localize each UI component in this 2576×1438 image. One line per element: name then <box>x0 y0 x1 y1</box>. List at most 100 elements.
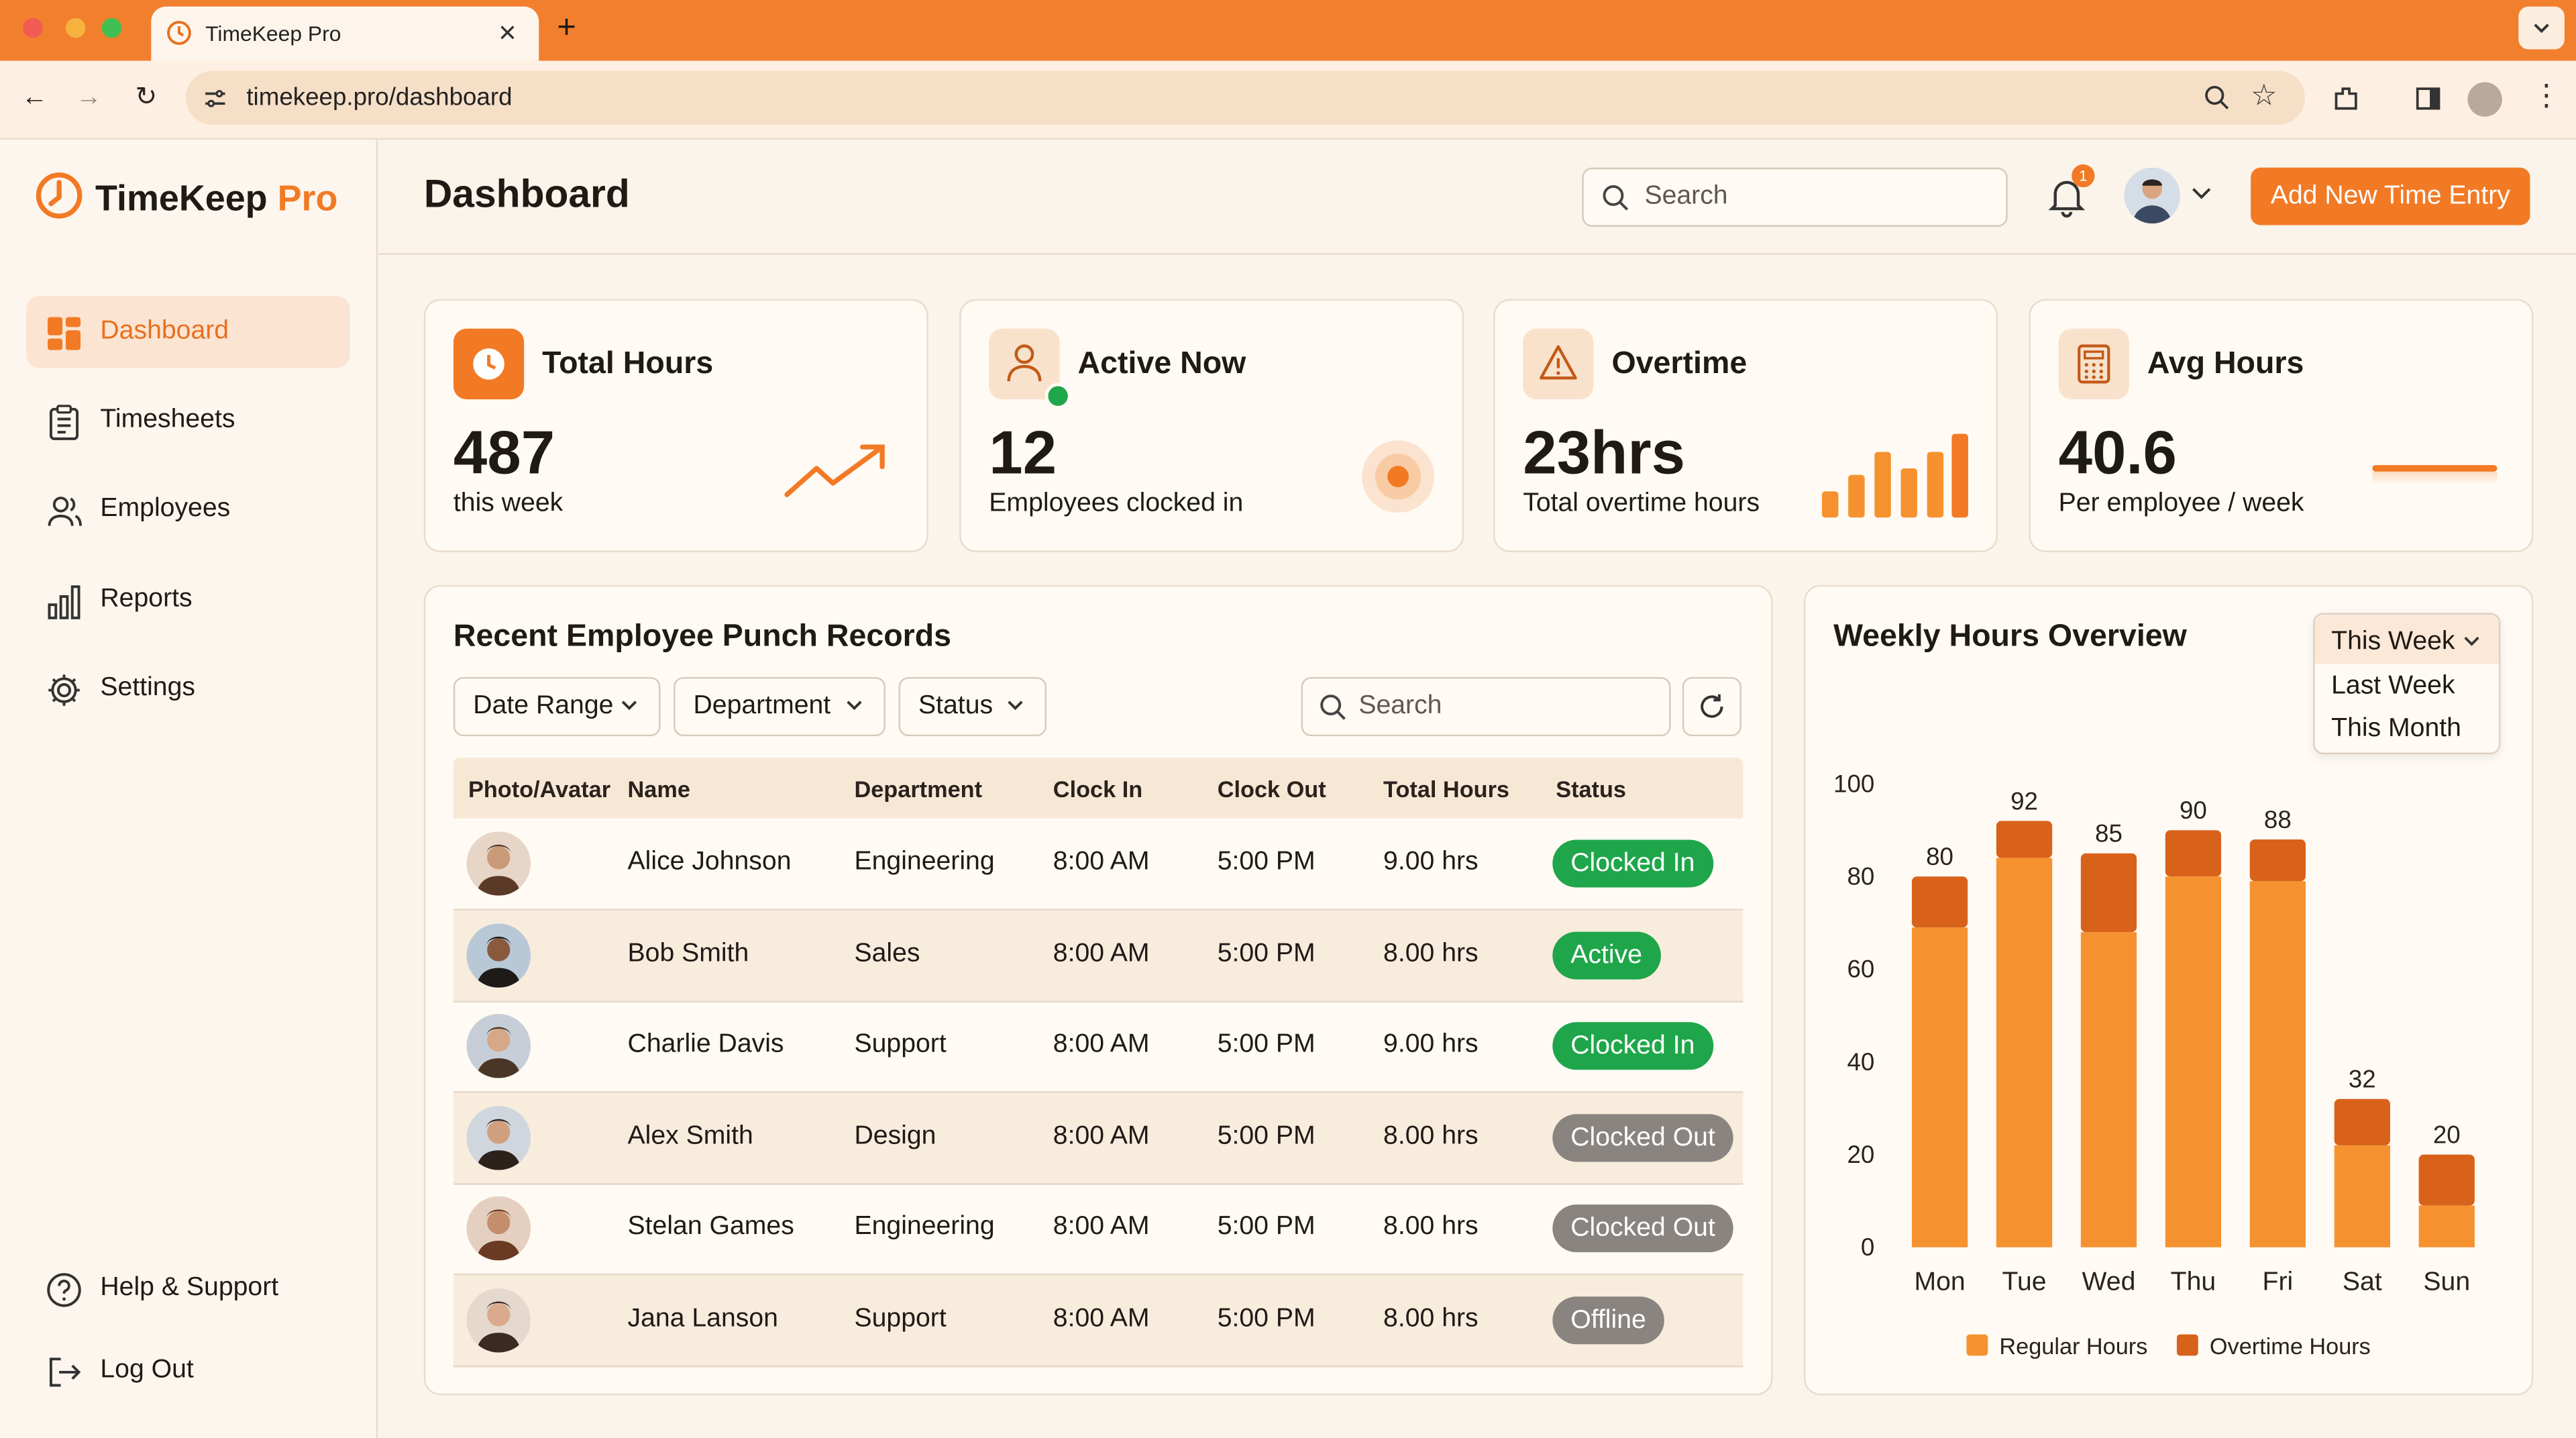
back-arrow-icon[interactable]: ← <box>21 83 48 112</box>
search-input[interactable]: Search <box>1582 167 2008 227</box>
table-cell-name: Jana Lanson <box>627 1304 778 1332</box>
range-dropdown-selected[interactable]: This Week <box>2314 614 2499 664</box>
forward-arrow-icon[interactable]: → <box>75 83 102 112</box>
url-text: timekeep.pro/dashboard <box>246 83 513 112</box>
sidebar-item-dashboard[interactable]: Dashboard <box>26 295 350 368</box>
table-cell-name: Alice Johnson <box>627 848 792 876</box>
x-tick-label: Mon <box>1914 1267 1965 1296</box>
page-title: Dashboard <box>423 172 630 217</box>
stat-icon-box <box>1523 328 1594 400</box>
sidebar-item-reports[interactable]: Reports <box>26 564 350 636</box>
chevron-down-icon <box>2464 636 2479 646</box>
status-filter[interactable]: Status <box>898 676 1047 737</box>
range-option-this-month[interactable]: This Month <box>2331 715 2461 743</box>
sidebar-item-employees[interactable]: Employees <box>26 473 350 546</box>
date-range-filter[interactable]: Date Range <box>453 676 661 737</box>
table-row[interactable]: Jana Lanson Support 8:00 AM 5:00 PM 8.00 hrs… <box>453 1274 1743 1367</box>
search-placeholder: Search <box>1358 692 1442 720</box>
status-badge: Clocked Out <box>1552 1113 1733 1162</box>
browser-toolbar: ← → ↻ timekeep.pro/dashboard ☆ ⋮ <box>0 60 2576 140</box>
range-option-last-week[interactable]: Last Week <box>2331 672 2455 701</box>
filter-label: Status <box>918 692 994 720</box>
table-cell-department: Engineering <box>854 848 995 876</box>
chevron-down-icon <box>847 701 862 711</box>
table-row[interactable]: Alice Johnson Engineering 8:00 AM 5:00 PM 9.… <box>453 819 1743 911</box>
sidebar-item-help[interactable]: Help & Support <box>26 1252 350 1325</box>
column-header[interactable]: Total Hours <box>1383 775 1510 803</box>
table-cell-department: Support <box>854 1030 947 1059</box>
table-cell-clock-in: 8:00 AM <box>1053 1304 1150 1332</box>
profile-avatar[interactable] <box>2467 82 2502 117</box>
refresh-button[interactable] <box>1682 676 1741 737</box>
stat-subtitle: Employees clocked in <box>989 489 1244 518</box>
header-divider <box>378 253 2576 255</box>
kebab-menu-icon[interactable]: ⋮ <box>2531 79 2561 112</box>
stat-title: Overtime <box>1611 346 1748 382</box>
browser-tab[interactable]: TimeKeep Pro ✕ <box>151 6 539 61</box>
punch-records-panel: Recent Employee Punch Records Date Range… <box>423 584 1773 1396</box>
bookmark-star-icon[interactable]: ☆ <box>2251 79 2277 112</box>
table-row[interactable]: Charlie Davis Support 8:00 AM 5:00 PM 9.00 h… <box>453 1000 1743 1093</box>
stat-card-active-now: Active Now 12 Employees clocked in <box>959 299 1464 552</box>
new-tab-icon[interactable]: + <box>557 9 576 46</box>
table-row[interactable]: Stelan Games Engineering 8:00 AM 5:00 PM 8.0… <box>453 1183 1743 1276</box>
address-bar[interactable]: timekeep.pro/dashboard ☆ <box>185 70 2305 125</box>
window-zoom-dot[interactable] <box>101 17 122 38</box>
help-circle-icon <box>47 1273 81 1307</box>
table-cell-total: 8.00 hrs <box>1383 1304 1479 1332</box>
range-dropdown[interactable]: This Week Last Week This Month <box>2313 613 2501 755</box>
extensions-icon[interactable] <box>2331 84 2361 113</box>
sidebar-item-label: Dashboard <box>100 317 229 346</box>
chevron-down-icon[interactable] <box>2190 181 2213 203</box>
bar-segment <box>2080 932 2137 1247</box>
panel-title: Weekly Hours Overview <box>1833 619 2187 654</box>
clock-icon <box>167 21 191 45</box>
clock-icon <box>473 348 504 380</box>
table-cell-clock-in: 8:00 AM <box>1053 1121 1150 1150</box>
stat-title: Avg Hours <box>2147 346 2304 382</box>
table-cell-department: Engineering <box>854 1213 995 1241</box>
reload-icon[interactable]: ↻ <box>135 83 158 112</box>
y-tick-label: 60 <box>1847 956 1874 983</box>
sidebar-item-logout[interactable]: Log Out <box>26 1335 350 1407</box>
window-close-dot[interactable] <box>23 17 43 38</box>
stat-value: 23hrs <box>1523 419 1686 486</box>
column-header[interactable]: Status <box>1556 775 1627 803</box>
column-header[interactable]: Clock Out <box>1217 775 1326 803</box>
table-cell-name: Stelan Games <box>627 1213 794 1241</box>
calculator-icon <box>2078 344 2110 384</box>
refresh-icon <box>1701 694 1723 718</box>
search-icon <box>1320 695 1346 720</box>
window-minimize-dot[interactable] <box>65 17 86 38</box>
table-row[interactable]: Alex Smith Design 8:00 AM 5:00 PM 8.00 hrs Cl… <box>453 1092 1743 1184</box>
bar-total-label: 90 <box>2180 797 2207 824</box>
site-settings-icon[interactable] <box>202 85 228 111</box>
tab-menu-button[interactable] <box>2518 6 2565 50</box>
bar-segment <box>2165 876 2222 1247</box>
add-time-entry-button[interactable]: Add New Time Entry <box>2251 167 2530 225</box>
table-cell-total: 8.00 hrs <box>1383 939 1479 968</box>
table-row[interactable]: Bob Smith Sales 8:00 AM 5:00 PM 8.00 hrs Acti… <box>453 909 1743 1002</box>
close-icon[interactable]: ✕ <box>498 19 517 46</box>
x-tick-label: Wed <box>2082 1267 2136 1296</box>
table-header: Photo/Avatar Name Department Clock In Cl… <box>453 757 1743 819</box>
average-line-shadow <box>2372 471 2498 485</box>
trend-up-icon <box>784 444 885 497</box>
bar-segment <box>1911 876 1968 928</box>
stat-card-overtime: Overtime 23hrs Total overtime hours <box>1493 299 1998 552</box>
stat-subtitle: Total overtime hours <box>1523 489 1760 518</box>
zoom-icon[interactable] <box>2203 84 2231 112</box>
user-avatar[interactable] <box>2124 167 2180 224</box>
column-header[interactable]: Department <box>854 775 983 803</box>
table-cell-clock-in: 8:00 AM <box>1053 848 1150 876</box>
department-filter[interactable]: Department <box>674 676 886 737</box>
table-search-input[interactable]: Search <box>1301 676 1671 737</box>
column-header[interactable]: Name <box>627 775 690 803</box>
bell-icon[interactable] <box>2047 176 2086 219</box>
sidebar-item-settings[interactable]: Settings <box>26 652 350 725</box>
sidebar-item-timesheets[interactable]: Timesheets <box>26 384 350 457</box>
bar-total-label: 32 <box>2349 1066 2376 1093</box>
side-panel-icon[interactable] <box>2415 85 2441 111</box>
bar-segment <box>1996 821 2053 858</box>
column-header[interactable]: Clock In <box>1053 775 1143 803</box>
